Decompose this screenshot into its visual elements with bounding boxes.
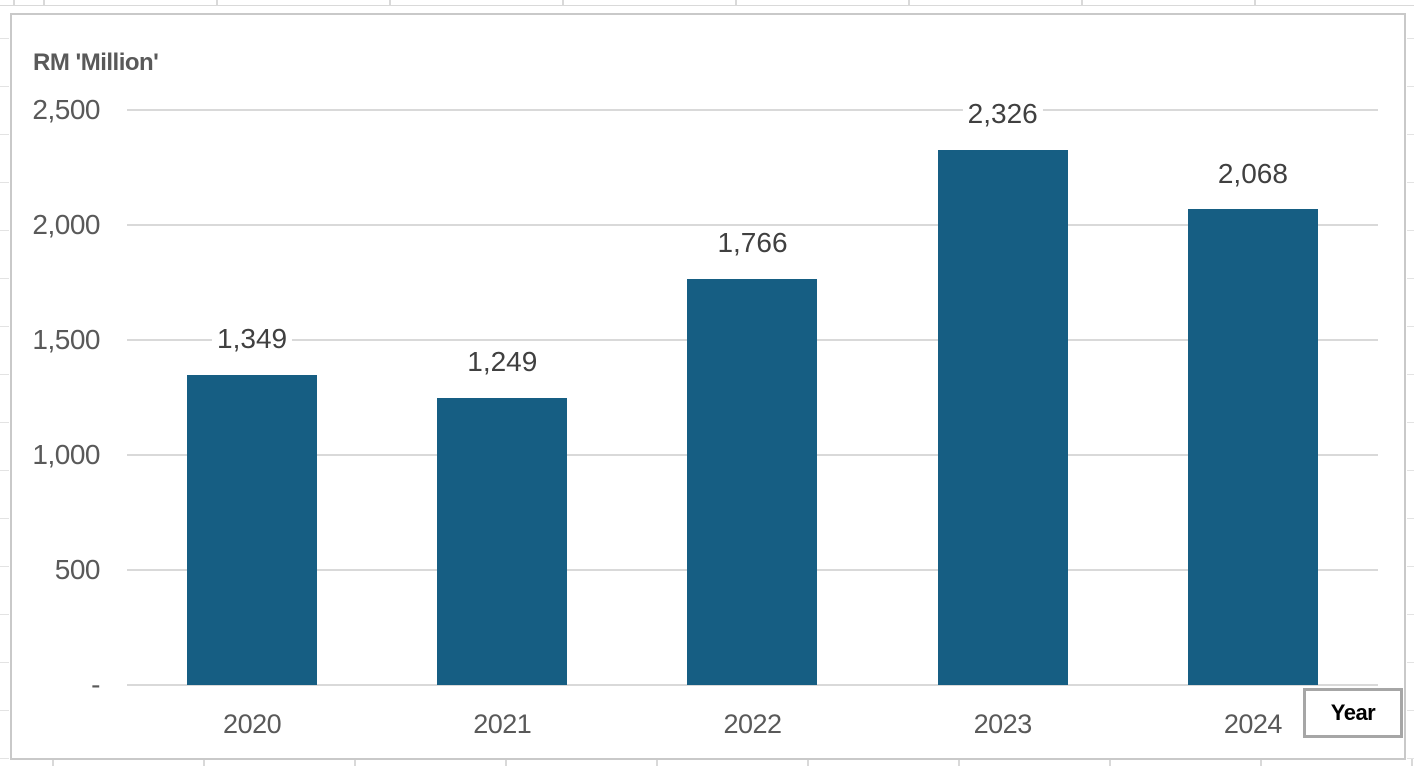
bar-2022[interactable]	[687, 278, 818, 685]
x-axis-title-label: Year	[1330, 700, 1376, 725]
y-tick-label: 2,500	[32, 94, 100, 125]
y-axis-title: RM 'Million'	[33, 49, 159, 76]
bar-slot: 1,249	[377, 110, 627, 685]
x-axis-tick-labels: 2020 2021 2022 2023 2024	[127, 685, 1378, 749]
x-tick-label: 2020	[223, 709, 282, 739]
spreadsheet-gridlines-right	[1407, 0, 1414, 766]
bar-2023[interactable]	[937, 150, 1068, 685]
bars-layer: 1,349 1,249 1,766 2,326 2,068	[127, 98, 1378, 685]
bar-chart-frame[interactable]: RM 'Million' 2,500 2,000 1,500 1,000 500 - 1,…	[10, 13, 1406, 760]
bar-value-label: 1,766	[712, 227, 793, 259]
gridline	[127, 109, 1378, 111]
bar-slot: 1,766	[627, 110, 877, 685]
bar-slot: 2,068	[1128, 110, 1378, 685]
bar-2020[interactable]	[187, 374, 318, 685]
spreadsheet-gridlines-left	[0, 0, 9, 766]
y-tick-label: 1,500	[32, 324, 100, 355]
spreadsheet-gridlines-bottom	[0, 759, 1414, 766]
plot-area: 1,349 1,249 1,766 2,326 2,068	[127, 98, 1378, 686]
y-tick-label: 500	[54, 554, 101, 585]
gridline	[127, 224, 1378, 226]
y-tick-label: 2,000	[32, 209, 100, 240]
bar-slot: 2,326	[878, 98, 1128, 685]
y-tick-label: -	[91, 669, 100, 700]
x-tick-label: 2023	[973, 709, 1033, 739]
x-tick-label: 2022	[723, 709, 782, 739]
spreadsheet-gridlines-top	[0, 0, 1414, 6]
x-axis-title-box[interactable]: Year	[1303, 688, 1403, 738]
bar-value-label: 2,068	[1212, 158, 1293, 190]
y-axis-tick-labels: 2,500 2,000 1,500 1,000 500 -	[12, 94, 101, 700]
bar-2024[interactable]	[1187, 209, 1318, 685]
bar-value-label: 2,326	[962, 98, 1043, 131]
bar-2021[interactable]	[437, 397, 568, 685]
x-tick-label: 2024	[1223, 709, 1283, 739]
bar-value-label: 1,349	[212, 323, 293, 355]
bar-slot: 1,349	[127, 110, 377, 685]
gridline	[127, 684, 1378, 686]
x-tick-label: 2021	[473, 709, 532, 739]
y-tick-label: 1,000	[32, 439, 100, 470]
bar-value-label: 1,249	[462, 346, 543, 378]
